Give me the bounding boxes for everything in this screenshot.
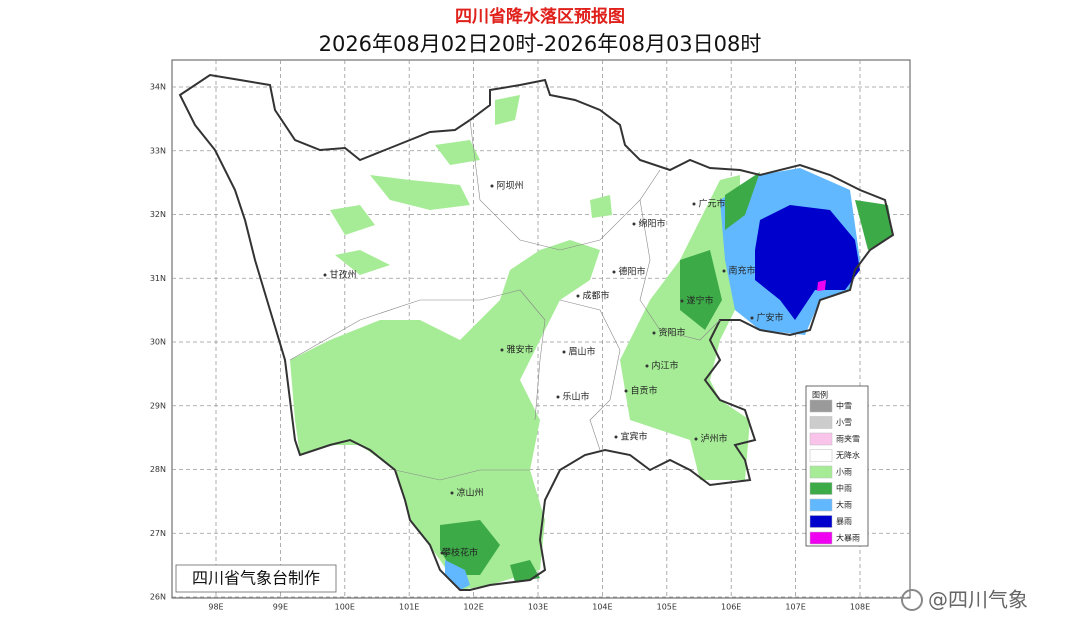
legend-swatch (809, 531, 833, 545)
legend-label: 雨夹雪 (836, 434, 860, 444)
city-dot (440, 551, 444, 555)
city-label: 阿坝州 (496, 181, 523, 192)
credit: 四川省气象台制作 (192, 569, 320, 588)
city-dot (652, 331, 656, 335)
city-label: 甘孜州 (329, 269, 356, 281)
weibo-icon (901, 589, 923, 611)
city-dot (562, 350, 566, 354)
title: 四川省降水落区预报图 (455, 6, 625, 27)
legend-title: 图例 (812, 390, 828, 400)
legend-swatch (809, 482, 833, 495)
city-label: 绵阳市 (638, 218, 665, 230)
lon-tick-label: 104E (592, 603, 612, 612)
legend-swatch (809, 432, 833, 446)
legend-label: 中雪 (836, 401, 852, 411)
city-label: 凉山州 (456, 487, 483, 499)
city-dot (500, 348, 504, 352)
city-dot (722, 269, 726, 273)
precip-areas (290, 95, 893, 590)
city-label: 广元市 (698, 198, 725, 210)
lon-tick-label: 108E (850, 603, 870, 612)
legend-label: 小雨 (836, 468, 852, 477)
lon-tick-label: 99E (273, 603, 288, 612)
lat-tick-label: 34N (150, 83, 166, 92)
city-label: 资阳市 (658, 327, 685, 339)
lat-tick-label: 28N (150, 465, 166, 474)
lon-tick-label: 103E (528, 603, 548, 612)
legend-label: 大雨 (836, 500, 852, 510)
province-border (178, 73, 895, 591)
legend-swatch (809, 515, 833, 528)
city-dot (450, 491, 454, 495)
city-dot (556, 395, 560, 399)
city-label: 自贡市 (630, 385, 657, 397)
lon-tick-label: 106E (721, 603, 741, 612)
city-borders (289, 119, 721, 481)
city-dot (632, 222, 636, 226)
lat-tick-label: 32N (150, 210, 166, 219)
city-dot (624, 389, 628, 393)
city-label: 雅安市 (506, 344, 533, 356)
lat-tick-label: 29N (150, 401, 166, 410)
city-label: 攀枝花市 (442, 547, 478, 559)
city-dot (680, 299, 684, 303)
city-label: 乐山市 (562, 391, 589, 403)
legend-label: 大暴雨 (836, 533, 860, 543)
legend-swatch (809, 416, 833, 429)
lat-tick-label: 30N (150, 338, 166, 347)
lon-tick-label: 98E (208, 603, 223, 612)
city-label: 宜宾市 (620, 431, 647, 443)
city-label: 遂宁市 (686, 295, 713, 307)
lon-tick-label: 100E (335, 603, 355, 612)
city-dot (692, 202, 696, 206)
city-dot (694, 437, 698, 441)
lon-tick-label: 105E (657, 603, 677, 612)
legend-swatch (809, 399, 833, 413)
city-label: 成都市 (582, 290, 609, 302)
legend-swatch (809, 449, 833, 462)
ticks: 34N 33N 32N 31N 30N 29N 28N 27N 26N 98E 99E 100E 101… (150, 83, 870, 612)
city-label: 眉山市 (568, 346, 595, 358)
credit-box (175, 564, 337, 593)
city-dot (645, 364, 649, 368)
city-dot (612, 270, 616, 274)
legend-label: 暴雨 (836, 517, 852, 526)
subtitle: 2026年08月02日20时-2026年08月03日08时 (319, 32, 762, 56)
legend-label: 中雨 (836, 483, 852, 493)
city-dot (576, 294, 580, 298)
city-label: 内江市 (651, 360, 678, 372)
legend-label: 无降水 (836, 450, 860, 460)
city-dot (490, 184, 494, 188)
legend-swatch (809, 498, 833, 512)
lon-tick-label: 107E (785, 603, 805, 612)
city-dot (323, 273, 327, 277)
lat-tick-label: 27N (150, 529, 166, 538)
city-dot (750, 316, 754, 320)
lat-tick-label: 33N (150, 146, 166, 155)
city-label: 德阳市 (618, 266, 645, 278)
city-label: 南充市 (728, 265, 755, 277)
legend-swatch (809, 465, 833, 479)
watermark: @四川气象 (928, 588, 1028, 612)
legend-label: 小雪 (836, 418, 852, 427)
lon-tick-label: 101E (399, 603, 419, 612)
city-dot (614, 435, 618, 439)
lat-tick-label: 31N (150, 274, 166, 283)
city-label: 泸州市 (700, 433, 727, 445)
lat-tick-label: 26N (150, 593, 166, 602)
city-label: 广安市 (756, 312, 783, 324)
lon-tick-label: 102E (463, 603, 483, 612)
